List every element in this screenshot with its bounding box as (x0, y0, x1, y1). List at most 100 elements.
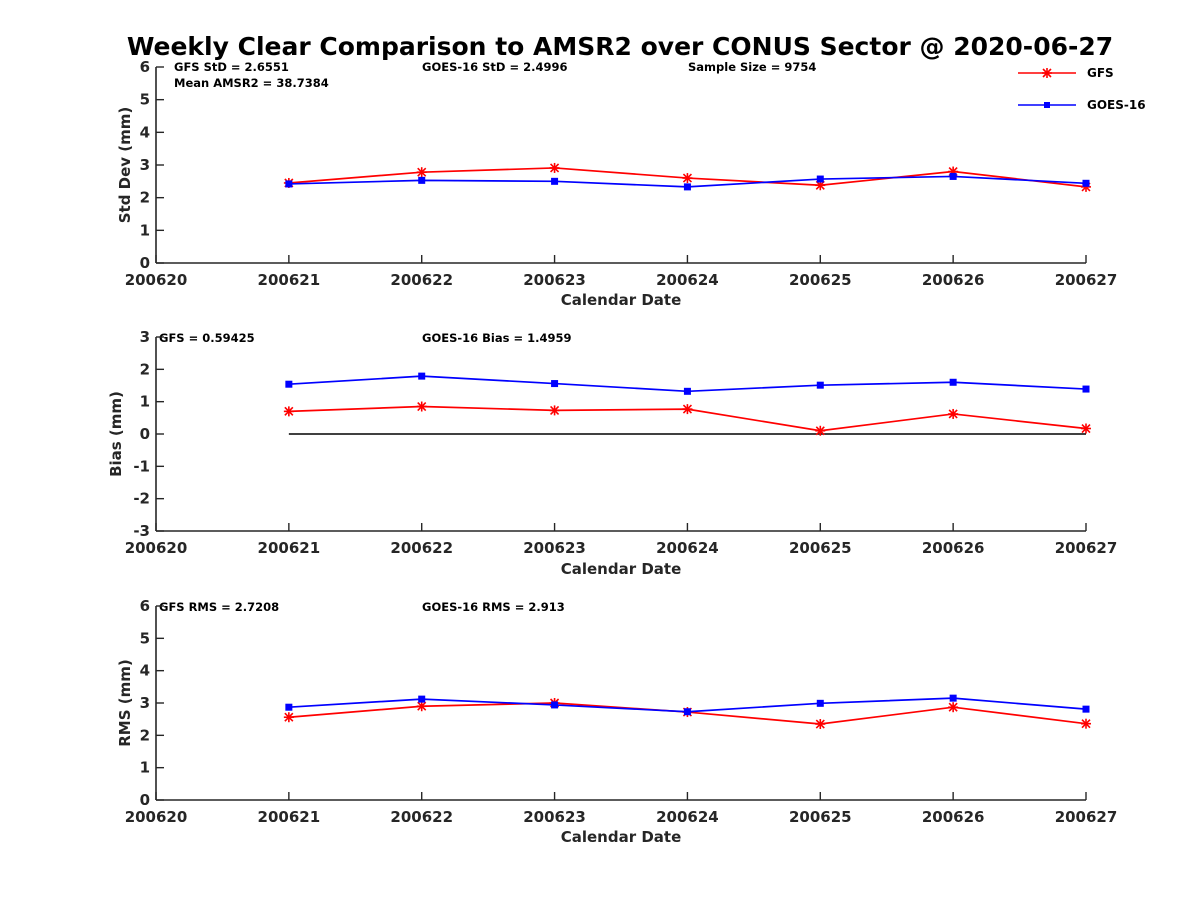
x-tick-label: 200624 (656, 539, 719, 557)
y-tick-label: 1 (140, 393, 150, 411)
y-tick-label: 4 (140, 662, 150, 680)
goes16-data-point (949, 172, 957, 180)
gfs-data-point (948, 702, 959, 713)
gfs-data-point (416, 401, 427, 412)
x-tick-label: 200622 (390, 271, 453, 289)
y-tick-label: -3 (133, 522, 150, 540)
gfs-data-point (682, 404, 693, 415)
goes16-bias-annotation: GOES-16 Bias = 1.4959 (422, 331, 571, 345)
x-tick-label: 200622 (390, 539, 453, 557)
y-tick-label: 5 (140, 629, 150, 647)
x-tick-label: 200625 (789, 271, 852, 289)
goes16-data-point (285, 380, 293, 388)
y-tick-label: 0 (140, 791, 150, 809)
gfs-rms-annotation: GFS RMS = 2.7208 (159, 600, 279, 614)
goes16-data-point (418, 372, 426, 380)
x-tick-label: 200627 (1055, 539, 1118, 557)
gfs-data-point (1081, 718, 1091, 729)
x-axis-label: Calendar Date (561, 291, 682, 309)
sample-size-annotation: Sample Size = 9754 (688, 60, 816, 74)
gfs-data-point (1081, 423, 1091, 434)
x-tick-label: 200623 (523, 271, 586, 289)
goes16-data-point (1082, 179, 1090, 187)
x-tick-label: 200621 (258, 271, 321, 289)
y-tick-label: 0 (140, 425, 150, 443)
y-tick-label: 5 (140, 91, 150, 109)
goes16-data-point (683, 387, 691, 395)
x-tick-label: 200627 (1055, 808, 1118, 826)
goes16-data-point (285, 703, 293, 711)
x-tick-label: 200620 (125, 271, 188, 289)
gfs-data-point (815, 425, 826, 436)
gfs-data-point (283, 406, 294, 417)
y-tick-label: 1 (140, 221, 150, 239)
x-tick-label: 200626 (922, 271, 985, 289)
x-tick-label: 200624 (656, 808, 719, 826)
gfs-data-point (416, 701, 427, 712)
x-tick-label: 200625 (789, 539, 852, 557)
goes16-data-point (551, 380, 559, 388)
gfs-data-point (815, 719, 826, 730)
y-tick-label: 3 (140, 156, 150, 174)
goes16-data-point (551, 701, 559, 709)
rms-panel: Calendar Date RMS (mm) GFS RMS = 2.7208 … (116, 597, 1117, 846)
x-axis-label: Calendar Date (561, 828, 682, 846)
goes16-data-point (683, 708, 691, 716)
y-tick-label: 0 (140, 254, 150, 272)
goes16-data-point (949, 694, 957, 702)
y-tick-label: 3 (140, 694, 150, 712)
goes16-data-point (683, 183, 691, 191)
y-tick-label: -2 (133, 490, 150, 508)
x-tick-label: 200624 (656, 271, 719, 289)
y-tick-label: -1 (133, 457, 150, 475)
std-dev-panel: Calendar Date Std Dev (mm) GFS StD = 2.6… (116, 58, 1146, 309)
goes16-data-point (1082, 385, 1090, 393)
goes16-data-point (1082, 705, 1090, 713)
mean-amsr2-annotation: Mean AMSR2 = 38.7384 (174, 76, 329, 90)
goes16-data-point (949, 378, 957, 386)
y-tick-label: 6 (140, 597, 150, 615)
gfs-data-point (416, 167, 427, 178)
legend-goes16-label: GOES-16 (1087, 98, 1146, 112)
x-tick-label: 200627 (1055, 271, 1118, 289)
gfs-data-point (815, 180, 826, 191)
x-tick-label: 200621 (258, 808, 321, 826)
goes16-data-point (418, 695, 426, 703)
x-axis-label: Calendar Date (561, 560, 682, 578)
x-tick-label: 200626 (922, 539, 985, 557)
legend: GFS GOES-16 (1018, 66, 1146, 112)
y-tick-label: 2 (140, 360, 150, 378)
legend-gfs-label: GFS (1087, 66, 1114, 80)
gfs-bias-annotation: GFS = 0.59425 (159, 331, 255, 345)
y-axis-label: RMS (mm) (116, 659, 134, 746)
goes16-data-point (418, 176, 426, 184)
y-tick-label: 6 (140, 58, 150, 76)
y-tick-label: 2 (140, 726, 150, 744)
gfs-data-point (549, 405, 560, 416)
gfs-data-point (283, 712, 294, 723)
goes16-rms-annotation: GOES-16 RMS = 2.913 (422, 600, 565, 614)
goes16-data-point (816, 381, 824, 389)
y-tick-label: 1 (140, 759, 150, 777)
goes16-std-annotation: GOES-16 StD = 2.4996 (422, 60, 567, 74)
legend-gfs-marker (1042, 68, 1052, 78)
gfs-data-point (549, 162, 560, 173)
goes16-data-point (816, 699, 824, 707)
x-tick-label: 200620 (125, 539, 188, 557)
x-tick-label: 200620 (125, 808, 188, 826)
bias-panel: Calendar Date Bias (mm) GFS = 0.59425 GO… (107, 328, 1117, 578)
y-tick-label: 2 (140, 189, 150, 207)
goes16-data-point (551, 177, 559, 185)
x-tick-label: 200623 (523, 539, 586, 557)
x-tick-label: 200623 (523, 808, 586, 826)
goes16-data-point (816, 175, 824, 183)
x-tick-label: 200626 (922, 808, 985, 826)
x-tick-label: 200622 (390, 808, 453, 826)
chart-title: Weekly Clear Comparison to AMSR2 over CO… (127, 32, 1113, 61)
gfs-data-point (682, 173, 693, 184)
gfs-std-annotation: GFS StD = 2.6551 (174, 60, 289, 74)
gfs-data-point (948, 408, 959, 419)
legend-goes16-marker (1044, 102, 1050, 108)
y-tick-label: 3 (140, 328, 150, 346)
